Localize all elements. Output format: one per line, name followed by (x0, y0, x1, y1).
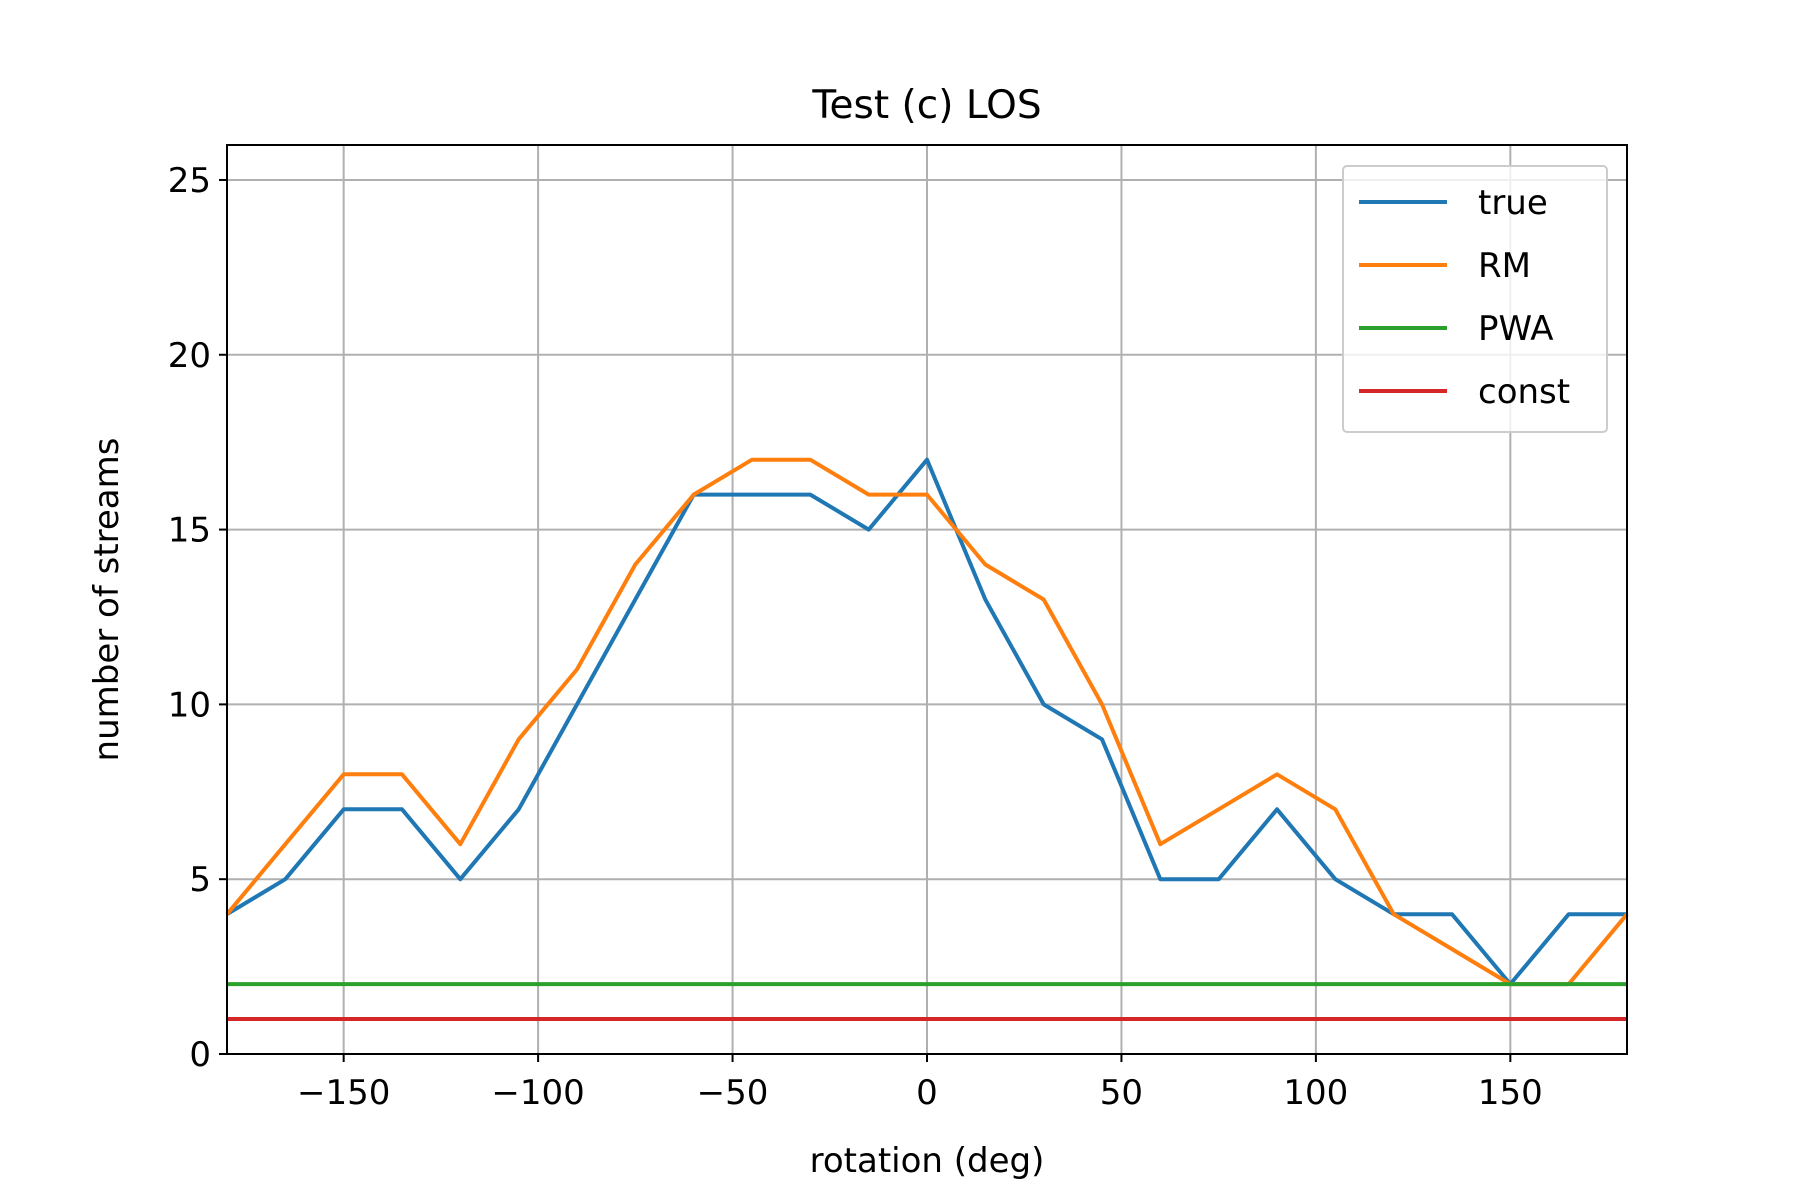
legend-label-const: const (1478, 372, 1570, 412)
x-tick-label: 150 (1478, 1073, 1543, 1113)
y-tick-label: 10 (168, 685, 211, 725)
x-tick-label: 0 (916, 1073, 938, 1113)
x-tick-label: 100 (1283, 1073, 1348, 1113)
legend-box (1342, 165, 1608, 433)
legend-label-pwa: PWA (1478, 309, 1554, 349)
series-line-rm (225, 457, 1629, 987)
y-tick-label: 25 (168, 161, 211, 201)
chart-title: Test (c) LOS (811, 83, 1041, 128)
x-tick-label: −50 (697, 1073, 769, 1113)
y-axis-label: number of streams (87, 438, 127, 762)
y-tick-label: 5 (189, 860, 211, 900)
y-tick-label: 0 (189, 1035, 211, 1075)
x-axis-label: rotation (deg) (810, 1141, 1045, 1181)
x-tick-label: −100 (491, 1073, 584, 1113)
legend: true RM PWA const (1342, 165, 1608, 433)
legend-label-rm: RM (1478, 246, 1531, 286)
x-tick-label: −150 (297, 1073, 390, 1113)
legend-label-true: true (1478, 183, 1548, 223)
y-tick-label: 20 (168, 336, 211, 376)
series-lines (225, 457, 1629, 1021)
x-tick-label: 50 (1100, 1073, 1143, 1113)
y-tick-label: 15 (168, 511, 211, 551)
axis-ticks: −150 −100 −50 0 50 100 150 0 5 10 15 20 25 (168, 161, 1543, 1113)
